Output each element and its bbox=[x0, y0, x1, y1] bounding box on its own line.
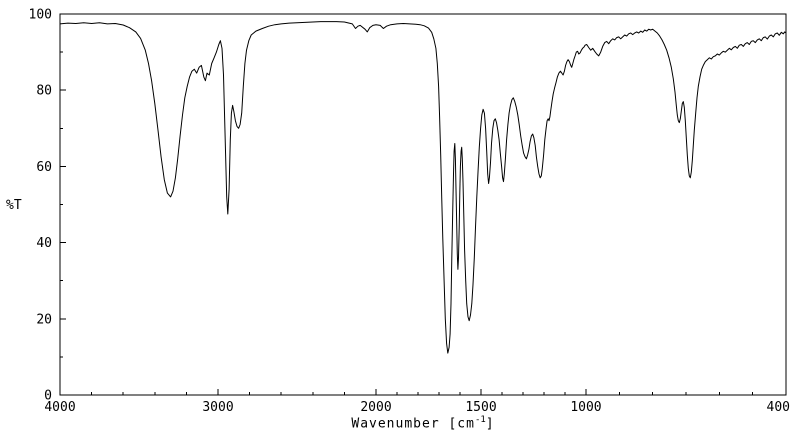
x-tick-label: 2000 bbox=[360, 400, 391, 415]
x-tick-label: 4000 bbox=[44, 400, 75, 415]
x-tick-label: 3000 bbox=[202, 400, 233, 415]
x-axis-title: Wavenumber [cm-1] bbox=[60, 415, 786, 431]
y-tick-label: 60 bbox=[36, 160, 52, 175]
x-tick-label: 1500 bbox=[465, 400, 496, 415]
plot-frame bbox=[59, 13, 787, 396]
y-tick-label: 80 bbox=[36, 84, 52, 99]
y-axis-label: %T bbox=[6, 198, 22, 213]
x-axis-title-suffix: ] bbox=[485, 416, 495, 432]
y-tick-label: 100 bbox=[29, 8, 52, 23]
x-tick-label: 400 bbox=[767, 400, 790, 415]
x-axis-title-text: Wavenumber [cm bbox=[351, 416, 475, 432]
y-tick-label: 40 bbox=[36, 236, 52, 251]
spectrum-trace bbox=[59, 21, 787, 354]
x-tick-label: 1000 bbox=[570, 400, 601, 415]
x-axis-title-superscript: -1 bbox=[474, 415, 486, 425]
y-tick-label: 20 bbox=[36, 312, 52, 327]
y-tick-label: 0 bbox=[44, 389, 52, 404]
